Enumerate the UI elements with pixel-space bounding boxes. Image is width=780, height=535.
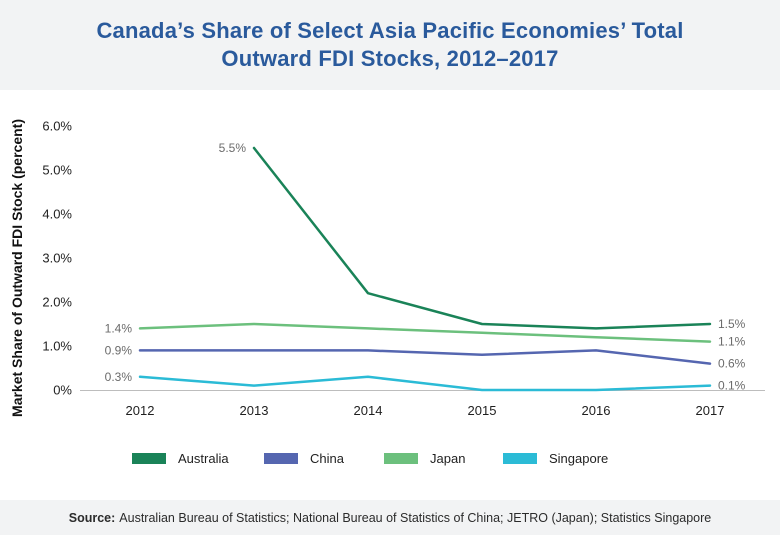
source-footer: Source: Australian Bureau of Statistics;…: [0, 500, 780, 535]
legend-swatch-japan: [384, 453, 418, 464]
x-tick-labels: 2012 2013 2014 2015 2016 2017: [126, 403, 725, 418]
legend-swatch-singapore: [503, 453, 537, 464]
y-tick-label: 5.0%: [42, 163, 72, 178]
y-tick-label: 1.0%: [42, 339, 72, 354]
legend: Australia China Japan Singapore: [132, 451, 608, 466]
data-label: 1.5%: [718, 317, 746, 331]
x-tick-label: 2013: [240, 403, 269, 418]
y-tick-label: 2.0%: [42, 295, 72, 310]
series-line-singapore: [138, 375, 712, 392]
x-tick-label: 2017: [696, 403, 725, 418]
source-text: Australian Bureau of Statistics; Nationa…: [119, 510, 712, 525]
x-tick-label: 2012: [126, 403, 155, 418]
y-axis-label: Market Share of Outward FDI Stock (perce…: [9, 119, 25, 417]
series-line-australia: [252, 146, 712, 330]
y-tick-label: 3.0%: [42, 251, 72, 266]
y-axis-label-group: Market Share of Outward FDI Stock (perce…: [9, 119, 25, 417]
series-lines: [138, 146, 712, 392]
data-label: 1.1%: [718, 335, 746, 349]
legend-label-china: China: [310, 451, 345, 466]
legend-label-japan: Japan: [430, 451, 465, 466]
legend-label-singapore: Singapore: [549, 451, 608, 466]
data-label: 0.6%: [718, 357, 746, 371]
chart-title: Canada’s Share of Select Asia Pacific Ec…: [96, 18, 684, 71]
line-chart: Market Share of Outward FDI Stock (perce…: [9, 119, 765, 466]
source-label: Source:: [68, 510, 116, 525]
legend-swatch-china: [264, 453, 298, 464]
y-tick-label: 4.0%: [42, 207, 72, 222]
y-tick-label: 6.0%: [42, 119, 72, 134]
data-labels: 5.5% 1.5% 0.9% 0.6% 1.4% 1.1% 0.3% 0.1%: [105, 141, 746, 393]
legend-label-australia: Australia: [178, 451, 229, 466]
title-band: Canada’s Share of Select Asia Pacific Ec…: [0, 0, 780, 90]
data-label: 0.9%: [105, 343, 133, 357]
legend-swatch-australia: [132, 453, 166, 464]
y-tick-label: 0%: [53, 383, 72, 398]
data-label: 1.4%: [105, 321, 133, 335]
data-label: 5.5%: [219, 141, 247, 155]
data-label: 0.1%: [718, 379, 746, 393]
series-line-china: [138, 349, 712, 365]
x-tick-label: 2016: [582, 403, 611, 418]
chart-area: Market Share of Outward FDI Stock (perce…: [0, 90, 780, 500]
x-tick-label: 2014: [354, 403, 383, 418]
series-line-japan: [138, 322, 712, 343]
data-label: 0.3%: [105, 370, 133, 384]
y-tick-labels: 0% 1.0% 2.0% 3.0% 4.0% 5.0% 6.0%: [42, 119, 72, 398]
x-tick-label: 2015: [468, 403, 497, 418]
